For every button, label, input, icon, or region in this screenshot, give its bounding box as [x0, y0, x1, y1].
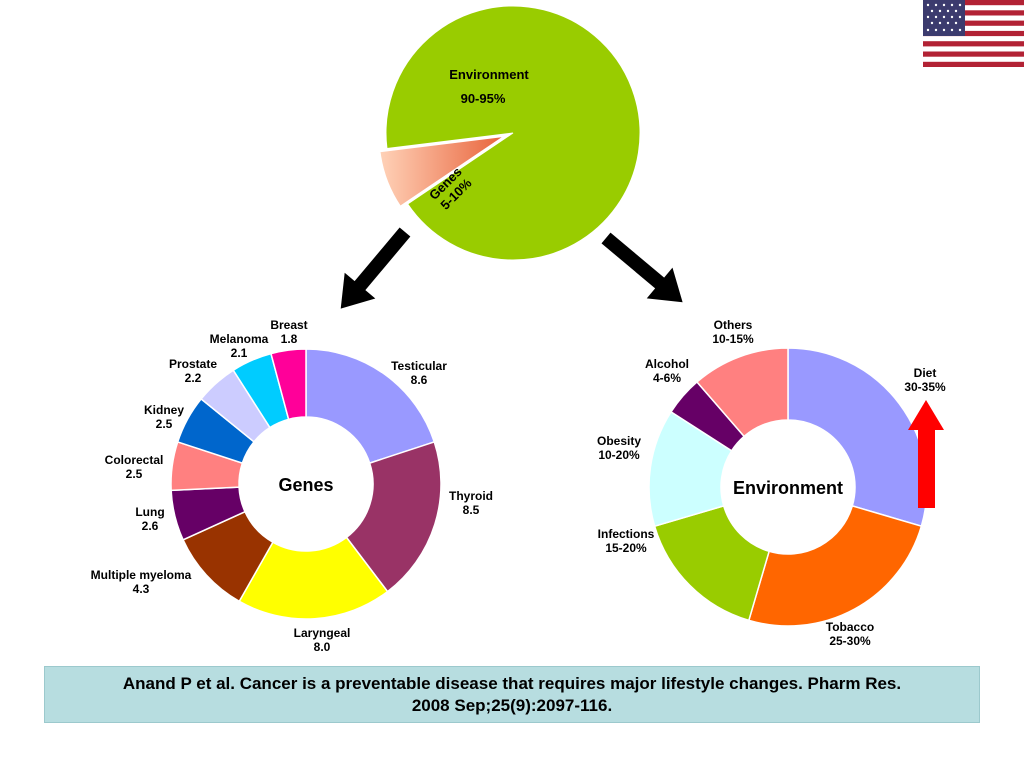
label-breast: Breast: [270, 318, 307, 332]
slice-tobacco: [747, 504, 923, 627]
label-prostate: Prostate: [169, 357, 217, 371]
arrow-left-down-icon: [340, 227, 411, 309]
label-colorectal: Colorectal: [105, 453, 164, 467]
citation-box: Anand P et al. Cancer is a preventable d…: [44, 666, 980, 723]
label-infections: Infections: [598, 527, 655, 541]
label-kidney: Kidney: [144, 403, 184, 417]
value-kidney: 2.5: [156, 417, 173, 431]
slice-genes: [378, 134, 507, 209]
value-melanoma: 2.1: [231, 346, 248, 360]
center-label: Environment: [733, 478, 843, 498]
label-thyroid: Thyroid: [449, 489, 493, 503]
slice-testicular: [305, 348, 436, 465]
label-testicular: Testicular: [391, 359, 447, 373]
label-laryngeal: Laryngeal: [294, 626, 351, 640]
slice-environment: [385, 5, 641, 261]
value-environment: 90-95%: [461, 91, 506, 106]
value-alcohol: 4-6%: [653, 371, 681, 385]
label-tobacco: Tobacco: [826, 620, 874, 634]
slice-laryngeal: [238, 536, 389, 620]
slice-thyroid: [345, 440, 442, 593]
arrow-right-down-icon: [601, 232, 683, 303]
slice-breast: [270, 348, 307, 421]
value-others: 10-15%: [712, 332, 754, 346]
value-prostate: 2.2: [185, 371, 202, 385]
slice-others: [695, 347, 789, 438]
value-breast: 1.8: [281, 332, 298, 346]
value-testicular: 8.6: [411, 373, 428, 387]
value-colorectal: 2.5: [126, 467, 143, 481]
value-obesity: 10-20%: [598, 448, 640, 462]
citation-line-1: Anand P et al. Cancer is a preventable d…: [122, 674, 902, 693]
slice-infections: [653, 504, 771, 622]
citation-line-2: 2008 Sep;25(9):2097-116.: [411, 696, 613, 715]
label-others: Others: [714, 318, 753, 332]
center-label: Genes: [278, 475, 333, 495]
value-diet: 30-35%: [904, 380, 946, 394]
value-infections: 15-20%: [605, 541, 647, 555]
arrow-up-red-icon: [908, 400, 944, 508]
value-tobacco: 25-30%: [829, 634, 871, 648]
value-lung: 2.6: [142, 519, 159, 533]
label-alcohol: Alcohol: [645, 357, 689, 371]
value-multiple-myeloma: 4.3: [133, 582, 150, 596]
slice-diet: [787, 347, 928, 528]
label-lung: Lung: [135, 505, 164, 519]
label-environment: Environment: [449, 67, 529, 82]
us-flag-icon: [923, 0, 1024, 67]
label-diet: Diet: [914, 366, 937, 380]
label-melanoma: Melanoma: [210, 332, 269, 346]
label-multiple-myeloma: Multiple myeloma: [91, 568, 192, 582]
value-thyroid: 8.5: [463, 503, 480, 517]
value-laryngeal: 8.0: [314, 640, 331, 654]
label-obesity: Obesity: [597, 434, 641, 448]
